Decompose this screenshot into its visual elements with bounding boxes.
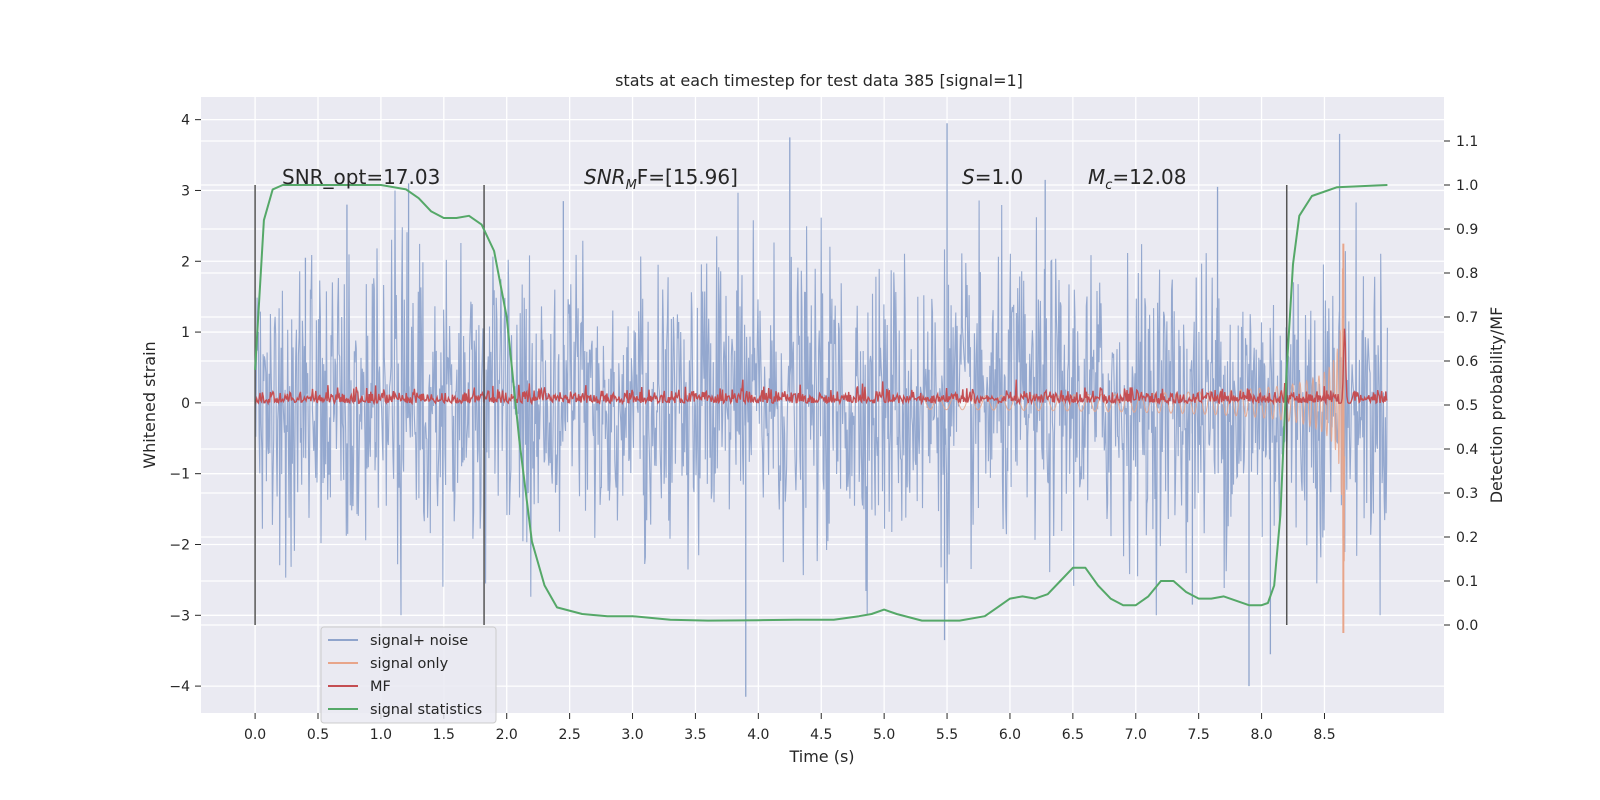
annotation-snr-mf-value: F=[15.96] xyxy=(637,165,738,189)
noise-trace xyxy=(254,190,1388,616)
x-tick-label: 3.0 xyxy=(621,727,643,743)
legend-label-signal-statistics: signal statistics xyxy=(370,702,482,718)
x-tick-label: 4.5 xyxy=(810,727,832,743)
x-tick-label: 2.5 xyxy=(558,727,580,743)
y2-ticks: 1.1 1.0 0.9 0.8 0.7 0.6 0.5 0.4 0.3 0.2 0.1 0.0 xyxy=(1444,134,1478,634)
legend-box xyxy=(320,626,497,724)
y-tick-label: 4 xyxy=(181,113,190,129)
y-tick-label: −4 xyxy=(169,679,190,695)
annotation-mc-value: =12.08 xyxy=(1112,165,1186,189)
x-tick-label: 2.0 xyxy=(496,727,518,743)
x-tick-label: 1.5 xyxy=(433,727,455,743)
annotation-mc-var: M xyxy=(1088,165,1105,189)
annotation-snr-opt: SNR_opt=17.03 xyxy=(282,165,440,189)
y2-tick-label: 1.1 xyxy=(1456,134,1478,150)
y2-tick-label: 0.9 xyxy=(1456,222,1478,238)
x-tick-label: 8.0 xyxy=(1250,727,1272,743)
y-ticks: 4 3 2 1 0 −1 −2 −3 −4 xyxy=(169,113,201,695)
series-signal-statistics xyxy=(254,184,1388,622)
annotation-snr-mf-sub: M xyxy=(626,178,637,193)
legend-label-signal-plus-noise: signal+ noise xyxy=(370,633,468,649)
y2-tick-label: 1.0 xyxy=(1456,178,1478,194)
annotation-s: S=1.0 xyxy=(962,165,1023,189)
x-tick-label: 7.5 xyxy=(1188,727,1210,743)
y2-tick-label: 0.3 xyxy=(1456,486,1478,502)
x-tick-label: 6.5 xyxy=(1062,727,1084,743)
annotation-snr-mf: SNRMF=[15.96] xyxy=(584,165,738,193)
statistics-trace xyxy=(254,184,1388,622)
legend-label-signal-only: signal only xyxy=(370,656,449,672)
legend: signal+ noise signal only MF signal stat… xyxy=(320,626,497,724)
x-ticks: 0.0 0.5 1.0 1.5 2.0 2.5 3.0 3.5 4.0 4.5 5.0 5.5 6.0 6… xyxy=(244,713,1336,743)
y-tick-label: 0 xyxy=(181,396,190,412)
y2-tick-label: 0.5 xyxy=(1456,398,1478,414)
x-tick-label: 6.0 xyxy=(999,727,1021,743)
legend-item-signal-plus-noise: signal+ noise xyxy=(328,633,468,649)
x-tick-label: 8.5 xyxy=(1313,727,1335,743)
annotation-s-var: S xyxy=(962,165,975,189)
x-tick-label: 1.0 xyxy=(370,727,392,743)
y-tick-label: −1 xyxy=(169,467,190,483)
annotation-s-value: =1.0 xyxy=(975,165,1024,189)
y2-tick-label: 0.4 xyxy=(1456,442,1478,458)
x-tick-label: 7.0 xyxy=(1125,727,1147,743)
vertical-markers xyxy=(254,185,1288,625)
y2-tick-label: 0.0 xyxy=(1456,618,1478,634)
signal-trace xyxy=(921,253,1346,562)
annotation-mc-sub: c xyxy=(1105,178,1112,193)
y2-tick-label: 0.7 xyxy=(1456,310,1478,326)
x-tick-label: 5.5 xyxy=(936,727,958,743)
series-mf xyxy=(254,328,1388,406)
x-tick-label: 0.5 xyxy=(307,727,329,743)
legend-item-signal-statistics: signal statistics xyxy=(328,702,482,718)
x-tick-label: 4.0 xyxy=(747,727,769,743)
y-tick-label: −3 xyxy=(169,608,190,624)
x-axis-label: Time (s) xyxy=(788,747,854,766)
y2-tick-label: 0.2 xyxy=(1456,530,1478,546)
y-axis-label: Whitened strain xyxy=(140,341,159,468)
y2-tick-label: 0.6 xyxy=(1456,354,1478,370)
annotation-snr-mf-main: SNR xyxy=(584,165,626,189)
legend-item-mf: MF xyxy=(328,679,391,695)
legend-label-mf: MF xyxy=(370,679,391,695)
y2-tick-label: 0.1 xyxy=(1456,574,1478,590)
x-tick-label: 5.0 xyxy=(873,727,895,743)
y2-tick-label: 0.8 xyxy=(1456,266,1478,282)
x-tick-label: 0.0 xyxy=(244,727,266,743)
series-signal-only xyxy=(921,243,1346,633)
x-tick-label: 3.5 xyxy=(684,727,706,743)
y-tick-label: −2 xyxy=(169,537,190,553)
annotations: SNR_opt=17.03 SNRMF=[15.96] S=1.0 Mc=12.… xyxy=(282,165,1186,193)
mf-trace xyxy=(254,328,1388,406)
annotation-mc: Mc=12.08 xyxy=(1088,165,1186,193)
y2-axis-label: Detection probability/MF xyxy=(1487,307,1506,504)
y-tick-label: 1 xyxy=(181,325,190,341)
chart-title: stats at each timestep for test data 385… xyxy=(615,71,1023,90)
series-signal-plus-noise xyxy=(254,123,1388,697)
y-tick-label: 3 xyxy=(181,183,190,199)
legend-item-signal-only: signal only xyxy=(328,656,449,672)
y-tick-label: 2 xyxy=(181,254,190,270)
